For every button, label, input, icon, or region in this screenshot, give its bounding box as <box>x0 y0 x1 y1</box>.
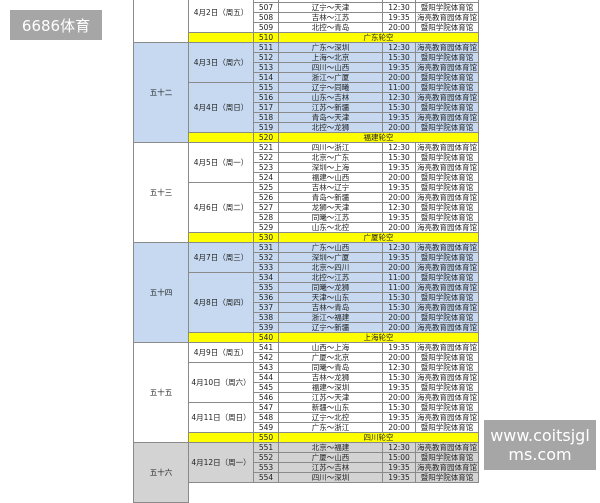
round-label <box>133 0 189 43</box>
game-date: 4月3日（周六） <box>188 42 254 83</box>
game-matchup: 四川～深圳 <box>278 472 383 483</box>
round-label: 五十五 <box>133 342 189 443</box>
game-date: 4月8日（周四） <box>188 272 254 333</box>
game-date: 4月9日（周五） <box>188 342 254 363</box>
game-venue: 暨阳学院体育馆 <box>415 472 479 483</box>
game-date: 4月6日（周二） <box>188 182 254 233</box>
game-date: 4月11日（周日） <box>188 402 254 433</box>
watermark-logo: 6686体育 <box>10 10 102 40</box>
game-number: 554 <box>253 472 279 483</box>
round-label: 五十三 <box>133 142 189 243</box>
round-label: 五十六 <box>133 442 189 503</box>
game-date: 4月7日（周三） <box>188 242 254 273</box>
watermark-url: www.coitsjglms.com <box>484 420 596 470</box>
game-date: 4月2日（周五） <box>188 0 254 33</box>
game-date: 4月12日（周一） <box>188 442 254 483</box>
round-label: 五十二 <box>133 42 189 143</box>
game-date: 4月5日（周一） <box>188 142 254 183</box>
schedule-table: 507 辽宁～天津 12:30 暨阳学院体育馆 508 吉林～江苏 19:35 海亮教育园体育… <box>133 0 479 503</box>
game-date: 4月10日（周六） <box>188 362 254 403</box>
game-date: 4月4日（周日） <box>188 82 254 133</box>
round-label: 五十四 <box>133 242 189 343</box>
game-time: 19:35 <box>382 472 416 483</box>
